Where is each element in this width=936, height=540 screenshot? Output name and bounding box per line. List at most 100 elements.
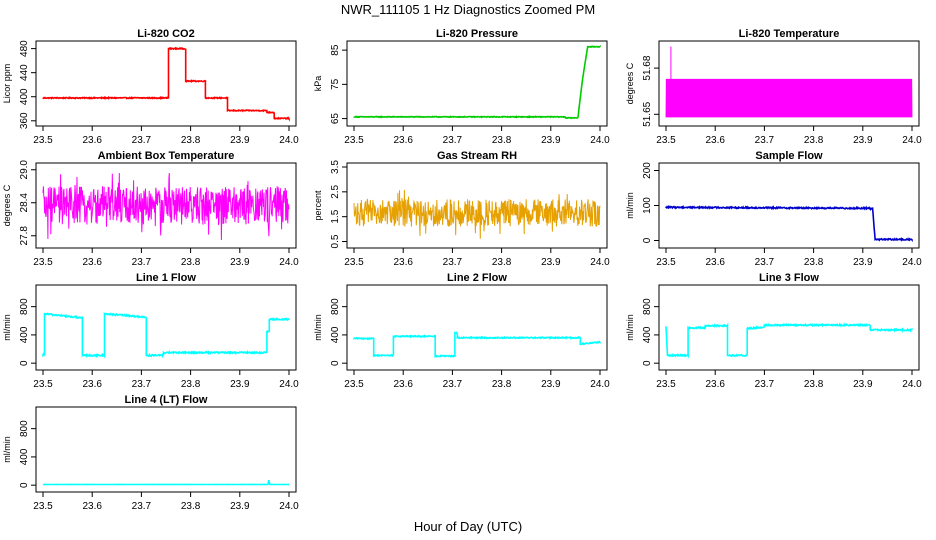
- x-tick-label: 24.0: [590, 379, 610, 390]
- x-tick-label: 23.5: [656, 379, 676, 390]
- panel-frame: [658, 284, 920, 371]
- x-tick-label: 23.7: [132, 379, 152, 390]
- series-line: [665, 322, 913, 359]
- y-tick-label: 400: [330, 326, 341, 343]
- x-tick-label: 23.7: [132, 257, 152, 268]
- x-tick-label: 23.6: [705, 257, 725, 268]
- x-tick-label: 23.7: [132, 135, 152, 146]
- panel-7: Line 1 Flow 23.5 23.6 23.7 23.8 23.9 24.0 0 400 8…: [2, 272, 299, 390]
- panel-frame: [35, 284, 297, 371]
- y-tick-label: 1.5: [330, 209, 341, 223]
- x-tick-label: 23.8: [492, 257, 512, 268]
- x-axis-caption: Hour of Day (UTC): [413, 519, 523, 534]
- x-tick-label: 23.5: [33, 257, 53, 268]
- y-tick-label: 0: [19, 360, 30, 366]
- x-tick-label: 24.0: [590, 257, 610, 268]
- panel-frame: [658, 40, 920, 127]
- x-tick-label: 23.9: [853, 379, 873, 390]
- y-tick-label: 0: [19, 482, 30, 488]
- x-tick-label: 23.8: [804, 135, 824, 146]
- x-tick-label: 23.5: [344, 257, 364, 268]
- x-tick-label: 23.8: [181, 379, 201, 390]
- panel-frame: [346, 284, 608, 371]
- panel-title: Line 3 Flow: [759, 272, 819, 284]
- panel-title: Line 2 Flow: [447, 272, 507, 284]
- y-axis-label: Licor ppm: [2, 64, 12, 104]
- x-tick-label: 23.8: [181, 135, 201, 146]
- x-tick-label: 23.5: [344, 135, 364, 146]
- x-tick-label: 23.9: [230, 135, 250, 146]
- x-tick-label: 23.6: [705, 135, 725, 146]
- y-tick-label: 0: [330, 360, 341, 366]
- series-line: [42, 46, 290, 122]
- y-axis-label: ml/min: [2, 314, 12, 341]
- x-tick-label: 24.0: [902, 257, 922, 268]
- y-tick-label: 360: [19, 112, 30, 129]
- y-tick-label: 800: [642, 298, 653, 315]
- x-tick-label: 24.0: [902, 379, 922, 390]
- x-tick-label: 23.8: [181, 257, 201, 268]
- panel-6: Sample Flow 23.5 23.6 23.7 23.8 23.9 24.0 0 100 2…: [625, 150, 922, 268]
- x-tick-label: 24.0: [279, 379, 299, 390]
- y-axis-label: ml/min: [2, 436, 12, 463]
- x-tick-label: 23.9: [541, 379, 561, 390]
- y-tick-label: 400: [19, 88, 30, 105]
- x-tick-label: 23.6: [393, 257, 413, 268]
- x-tick-label: 23.9: [541, 135, 561, 146]
- panel-1: Li-820 CO2 23.5 23.6 23.7 23.8 23.9 24.0 360 400…: [2, 28, 299, 146]
- x-tick-label: 23.7: [755, 257, 775, 268]
- panel-8: Line 2 Flow 23.5 23.6 23.7 23.8 23.9 24.0 0 400 8…: [313, 272, 610, 390]
- y-axis-label: ml/min: [313, 314, 323, 341]
- y-tick-label: 400: [19, 448, 30, 465]
- x-tick-label: 24.0: [590, 135, 610, 146]
- panel-5: Gas Stream RH 23.5 23.6 23.7 23.8 23.9 24.0 0.5…: [313, 150, 610, 268]
- panel-9: Line 3 Flow 23.5 23.6 23.7 23.8 23.9 24.0 0 400 8…: [625, 272, 922, 390]
- y-tick-label: 0.5: [330, 234, 341, 248]
- panel-title: Li-820 CO2: [137, 28, 194, 40]
- series-line: [42, 172, 290, 241]
- y-tick-label: 3.5: [330, 160, 341, 174]
- x-tick-label: 23.5: [33, 501, 53, 512]
- panel-frame: [346, 40, 608, 127]
- y-tick-label: 51.65: [642, 101, 653, 126]
- panel-frame: [658, 162, 920, 249]
- y-tick-label: 0: [642, 360, 653, 366]
- panel-frame: [346, 162, 608, 249]
- x-tick-label: 24.0: [902, 135, 922, 146]
- y-tick-label: 400: [642, 326, 653, 343]
- y-tick-label: 28.4: [19, 193, 30, 213]
- series-line: [353, 331, 601, 359]
- y-tick-label: 27.8: [19, 226, 30, 246]
- y-tick-label: 0: [642, 237, 653, 243]
- x-tick-label: 23.6: [82, 379, 102, 390]
- y-tick-label: 75: [330, 78, 341, 90]
- panel-title: Line 1 Flow: [136, 272, 196, 284]
- x-tick-label: 23.8: [492, 379, 512, 390]
- y-tick-label: 65: [330, 113, 341, 125]
- panel-frame: [35, 40, 297, 127]
- x-tick-label: 23.5: [33, 379, 53, 390]
- y-tick-label: 200: [642, 162, 653, 179]
- y-tick-label: 800: [330, 298, 341, 315]
- x-tick-label: 23.8: [804, 379, 824, 390]
- x-tick-label: 23.9: [230, 257, 250, 268]
- series-line: [353, 44, 601, 120]
- x-tick-label: 23.8: [804, 257, 824, 268]
- x-tick-label: 23.8: [181, 501, 201, 512]
- x-tick-label: 23.5: [33, 135, 53, 146]
- panel-2: Li-820 Pressure 23.5 23.6 23.7 23.8 23.9 24.0 6…: [313, 28, 610, 146]
- x-tick-label: 23.6: [393, 135, 413, 146]
- x-tick-label: 23.6: [705, 379, 725, 390]
- y-tick-label: 51.68: [642, 55, 653, 80]
- panel-frame: [35, 406, 297, 493]
- x-tick-label: 23.9: [230, 501, 250, 512]
- panel-frame: [35, 162, 297, 249]
- x-tick-label: 24.0: [279, 501, 299, 512]
- y-tick-label: 100: [642, 197, 653, 214]
- series-line: [42, 312, 290, 359]
- x-tick-label: 23.5: [656, 135, 676, 146]
- x-tick-label: 23.6: [82, 501, 102, 512]
- x-tick-label: 23.9: [230, 379, 250, 390]
- x-tick-label: 23.9: [853, 257, 873, 268]
